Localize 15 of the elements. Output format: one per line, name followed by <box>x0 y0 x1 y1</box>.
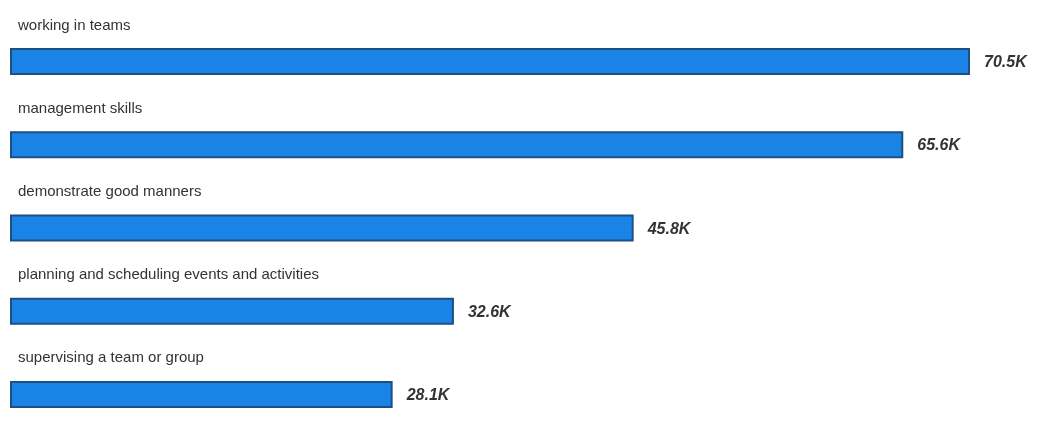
y-tick-label: management skills <box>18 98 143 116</box>
data-label: 70.5K <box>984 53 1029 71</box>
y-tick-label: demonstrate good manners <box>18 182 202 199</box>
bar <box>10 297 454 325</box>
y-tick-label: planning and scheduling events and activities <box>18 265 320 283</box>
data-label: 45.8K <box>646 219 692 237</box>
data-label: 65.6K <box>917 136 962 154</box>
data-label: 28.1K <box>405 385 451 403</box>
data-label: 32.6K <box>467 302 513 320</box>
bar <box>10 131 904 159</box>
y-tick-label: supervising a team or group <box>18 348 204 366</box>
bar <box>10 48 970 76</box>
y-tick-label: working in teams <box>17 15 131 33</box>
bar <box>10 214 634 242</box>
bar <box>10 380 393 408</box>
